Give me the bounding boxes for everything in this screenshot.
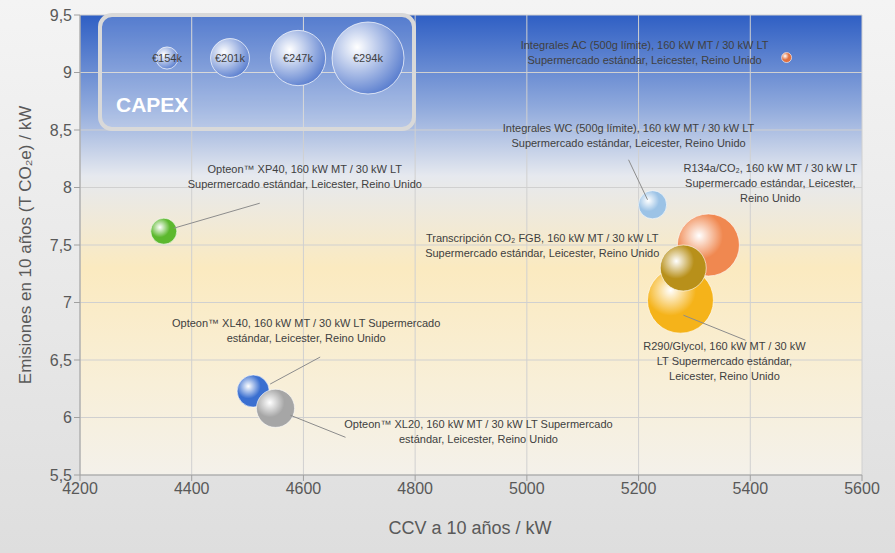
svg-text:€247k: €247k [283, 52, 313, 64]
svg-text:Leicester, Reino Unido: Leicester, Reino Unido [669, 370, 780, 382]
svg-text:R290/Glycol, 160 kW MT / 30 kW: R290/Glycol, 160 kW MT / 30 kW [643, 340, 806, 352]
svg-text:Supermercado estándar, Leicest: Supermercado estándar, Leicester, Reino … [511, 137, 745, 149]
svg-text:8: 8 [63, 179, 72, 196]
svg-text:7: 7 [63, 294, 72, 311]
svg-text:6: 6 [63, 409, 72, 426]
svg-text:Supermercado estándar, Leicest: Supermercado estándar, Leicester, Reino … [425, 247, 659, 259]
svg-text:5000: 5000 [509, 480, 545, 497]
svg-text:estándar, Leicester, Reino Uni: estándar, Leicester, Reino Unido [227, 332, 386, 344]
svg-text:5200: 5200 [621, 480, 657, 497]
svg-text:4200: 4200 [62, 480, 98, 498]
html-text:Emisiones en 10 años (T CO₂e): Emisiones en 10 años (T CO₂e) / kW [16, 105, 35, 385]
svg-text:€294k: €294k [353, 52, 383, 64]
svg-text:4400: 4400 [174, 480, 210, 497]
svg-text:5400: 5400 [732, 480, 768, 497]
svg-text:Supermercado estándar, Leicest: Supermercado estándar, Leicester, Reino … [527, 54, 761, 66]
svg-text:Integrales AC (500g límite), 1: Integrales AC (500g límite), 160 kW MT /… [521, 39, 769, 51]
svg-text:Supermercado estándar, Leicest: Supermercado estándar, Leicester, [685, 177, 856, 189]
html-text:CCV a 10 años / kW: CCV a 10 años / kW [388, 517, 552, 538]
svg-text:LT Supermercado estándar,: LT Supermercado estándar, [657, 355, 792, 367]
svg-text:€201k: €201k [215, 52, 245, 64]
svg-text:5600: 5600 [844, 480, 880, 497]
svg-text:Opteon™ XL40, 160 kW MT / 30 k: Opteon™ XL40, 160 kW MT / 30 kW LT Super… [172, 317, 440, 329]
svg-text:9: 9 [63, 64, 72, 81]
svg-text:4800: 4800 [397, 480, 433, 497]
svg-text:8,5: 8,5 [50, 122, 72, 139]
svg-text:Transcripción CO₂ FGB, 160 kW: Transcripción CO₂ FGB, 160 kW MT / 30 kW… [426, 232, 659, 244]
svg-text:estándar, Leicester, Reino Uni: estándar, Leicester, Reino Unido [399, 433, 558, 445]
svg-text:Reino Unido: Reino Unido [740, 192, 801, 204]
svg-text:€154k: €154k [152, 52, 182, 64]
svg-text:Integrales WC (500g límite), 1: Integrales WC (500g límite), 160 kW MT /… [503, 122, 755, 134]
svg-text:Opteon™ XL20, 160 kW MT / 30 k: Opteon™ XL20, 160 kW MT / 30 kW LT Super… [344, 418, 612, 430]
svg-text:9,5: 9,5 [50, 7, 72, 24]
svg-text:7,5: 7,5 [50, 237, 72, 254]
svg-text:Opteon™ XP40, 160 kW MT / 30 k: Opteon™ XP40, 160 kW MT / 30 kW LT [207, 163, 402, 175]
svg-text:6,5: 6,5 [50, 352, 72, 369]
svg-text:5,5: 5,5 [50, 467, 72, 484]
svg-text:Supermercado estándar, Leicest: Supermercado estándar, Leicester, Reino … [188, 178, 422, 190]
svg-text:R134a/CO₂, 160 kW MT / 30 kW L: R134a/CO₂, 160 kW MT / 30 kW LT [683, 162, 857, 174]
svg-text:CAPEX: CAPEX [116, 93, 188, 116]
svg-text:4600: 4600 [286, 480, 322, 497]
